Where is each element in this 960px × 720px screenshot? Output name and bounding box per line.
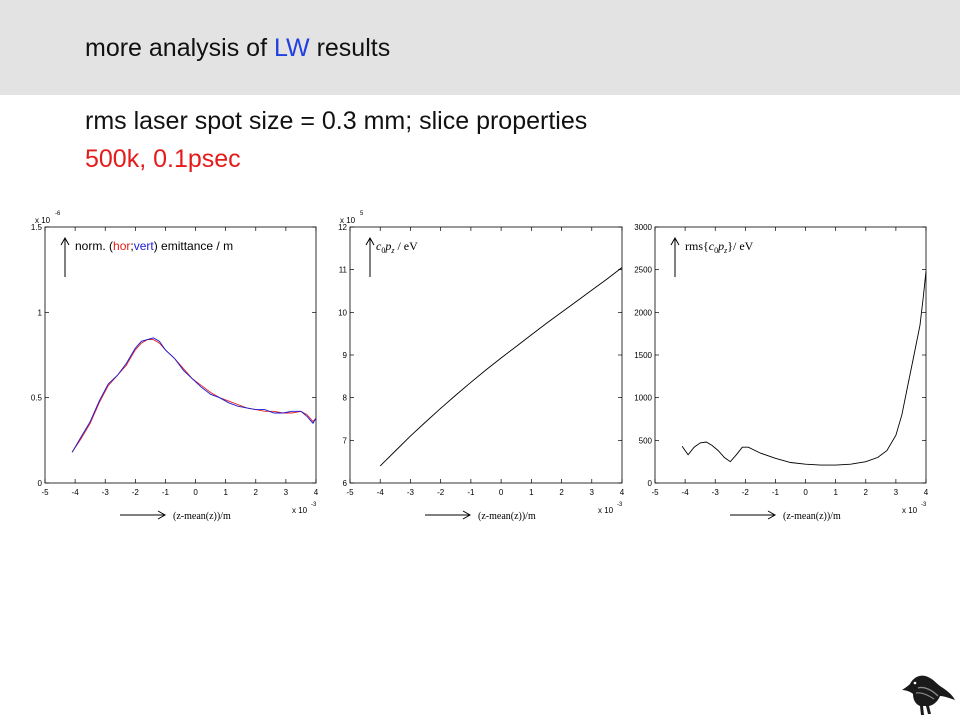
x-tick-label: 0: [803, 488, 808, 497]
x-tick-label: 1: [223, 488, 228, 497]
x-tick-label: 4: [924, 488, 929, 497]
y-axis-arrowhead: [670, 236, 680, 246]
x-axis-label: (z-mean(z))/m: [173, 511, 231, 522]
x-tick-label: 2: [559, 488, 564, 497]
x-tick-label: -5: [346, 488, 354, 497]
x-tick-label: 4: [314, 488, 319, 497]
x-tick-label: 3: [590, 488, 595, 497]
x-exponent-power: -3: [617, 502, 623, 508]
x-axis-arrowhead: [462, 510, 472, 520]
y-tick-label: 3000: [634, 223, 652, 232]
plot-frame: [654, 226, 927, 484]
x-tick-label: 4: [620, 488, 625, 497]
x-tick-label: 2: [864, 488, 869, 497]
x-tick-label: -5: [651, 488, 659, 497]
x-tick-label: -1: [467, 488, 475, 497]
x-tick-label: -4: [377, 488, 385, 497]
y-exponent-label: x 10: [35, 216, 51, 225]
page-title: more analysis of LW results: [85, 34, 391, 62]
x-exponent-power: -3: [921, 502, 927, 508]
y-exponent-power: 5: [360, 211, 364, 217]
x-tick-label: -1: [162, 488, 170, 497]
y-tick-label: 500: [639, 436, 653, 445]
x-tick-label: -5: [41, 488, 49, 497]
x-tick-label: 1: [529, 488, 534, 497]
x-tick-label: 0: [193, 488, 198, 497]
series-line-1: [681, 271, 927, 466]
x-tick-label: -2: [437, 488, 445, 497]
y-tick-label: 0.5: [31, 394, 43, 403]
x-tick-label: -3: [712, 488, 720, 497]
y-tick-label: 2000: [634, 308, 652, 317]
series-line-1: [379, 267, 623, 467]
y-tick-label: 0: [38, 479, 43, 488]
x-tick-label: 0: [499, 488, 504, 497]
y-tick-label: 1500: [634, 351, 652, 360]
y-exponent-power: -6: [55, 211, 61, 217]
y-tick-label: 6: [343, 479, 348, 488]
title-highlight: LW: [273, 34, 310, 62]
y-axis-label: c0pz / eV: [376, 239, 418, 255]
x-exponent-power: -3: [311, 502, 317, 508]
x-tick-label: -2: [742, 488, 750, 497]
x-exponent-label: x 10: [598, 506, 614, 515]
raven-logo-icon: [902, 675, 955, 715]
y-tick-label: 11: [339, 266, 348, 275]
y-exponent-label: x 10: [340, 216, 356, 225]
x-exponent-label: x 10: [292, 506, 308, 515]
run-parameters: 500k, 0.1psec: [85, 145, 241, 173]
y-tick-label: 7: [343, 436, 348, 445]
subtitle: rms laser spot size = 0.3 mm; slice prop…: [85, 107, 588, 135]
y-tick-label: 1.5: [31, 223, 43, 232]
x-axis-label: (z-mean(z))/m: [783, 511, 841, 522]
y-axis-label: norm. (hor;vert) emittance / m: [75, 239, 233, 253]
x-axis-arrowhead: [157, 510, 167, 520]
y-axis-label: rms{c0pz}/ eV: [685, 239, 754, 255]
y-axis-arrowhead: [365, 236, 375, 246]
y-tick-label: 9: [343, 351, 348, 360]
plot-frame: [44, 226, 317, 484]
chart-panel-3: -5 -4 -3 -2 -1 0 1 2 3 4 0 500 1000 1500 2000 2500 3000 x…: [634, 223, 929, 522]
x-tick-label: -4: [72, 488, 80, 497]
x-tick-label: -3: [102, 488, 110, 497]
chart-panel-1: -5 -4 -3 -2 -1 0 1 2 3 400.511.5x 10-3x 10-6(z-me…: [31, 211, 319, 522]
y-tick-label: 1: [38, 308, 43, 317]
x-axis-label: (z-mean(z))/m: [478, 511, 536, 522]
y-tick-label: 10: [338, 308, 347, 317]
y-tick-label: 8: [343, 394, 348, 403]
plot-frame: [349, 226, 623, 484]
x-exponent-label: x 10: [902, 506, 918, 515]
series-line-hor: [71, 339, 317, 453]
x-tick-label: -4: [682, 488, 690, 497]
x-tick-label: 2: [254, 488, 259, 497]
y-tick-label: 12: [338, 223, 347, 232]
series-line-vert: [71, 337, 317, 453]
header-bar: [0, 0, 960, 95]
x-tick-label: -2: [132, 488, 140, 497]
x-tick-label: 1: [833, 488, 838, 497]
y-axis-arrowhead: [60, 236, 70, 246]
y-tick-label: 0: [648, 479, 653, 488]
x-tick-label: -3: [407, 488, 415, 497]
y-tick-label: 1000: [634, 394, 652, 403]
y-tick-label: 2500: [634, 266, 652, 275]
x-tick-label: 3: [894, 488, 899, 497]
x-axis-arrowhead: [767, 510, 777, 520]
x-tick-label: -1: [772, 488, 780, 497]
x-tick-label: 3: [284, 488, 289, 497]
